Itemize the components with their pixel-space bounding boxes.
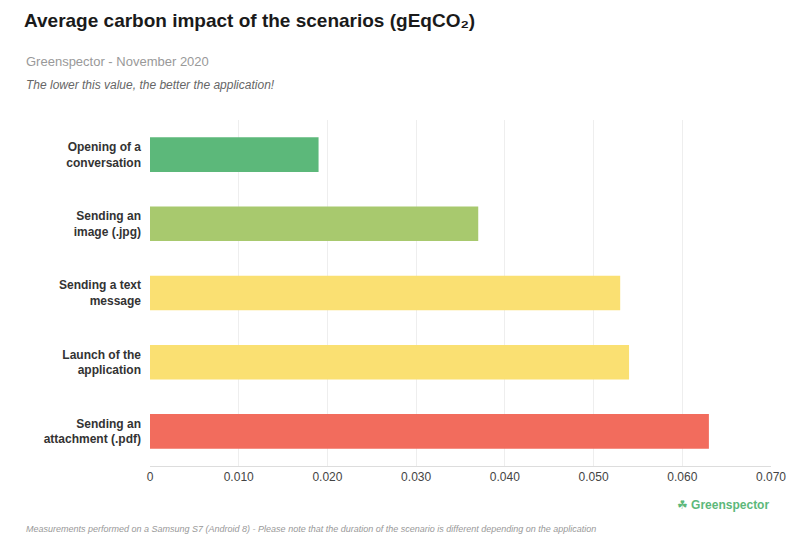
svg-text:Sending anattachment (.pdf): Sending anattachment (.pdf) (44, 417, 141, 447)
svg-text:Sending a textmessage: Sending a textmessage (59, 278, 141, 308)
svg-text:0: 0 (147, 470, 154, 484)
svg-text:☘ Greenspector: ☘ Greenspector (677, 498, 769, 512)
svg-text:The lower this value, the bett: The lower this value, the better the app… (26, 78, 275, 92)
svg-text:Launch of theapplication: Launch of theapplication (62, 348, 141, 378)
svg-text:Average carbon impact of the s: Average carbon impact of the scenarios (… (24, 10, 475, 31)
svg-text:Measurements performed on a Sa: Measurements performed on a Samsung S7 (… (26, 524, 596, 534)
svg-text:0.050: 0.050 (579, 470, 609, 484)
svg-text:Greenspector - November 2020: Greenspector - November 2020 (26, 54, 209, 69)
svg-text:0.060: 0.060 (667, 470, 697, 484)
svg-text:Sending animage (.jpg): Sending animage (.jpg) (74, 209, 141, 239)
svg-text:0.030: 0.030 (401, 470, 431, 484)
svg-text:0.020: 0.020 (312, 470, 342, 484)
svg-text:0.010: 0.010 (224, 470, 254, 484)
svg-text:0.040: 0.040 (490, 470, 520, 484)
svg-text:0.070: 0.070 (756, 470, 786, 484)
svg-text:Opening of aconversation: Opening of aconversation (66, 140, 141, 170)
